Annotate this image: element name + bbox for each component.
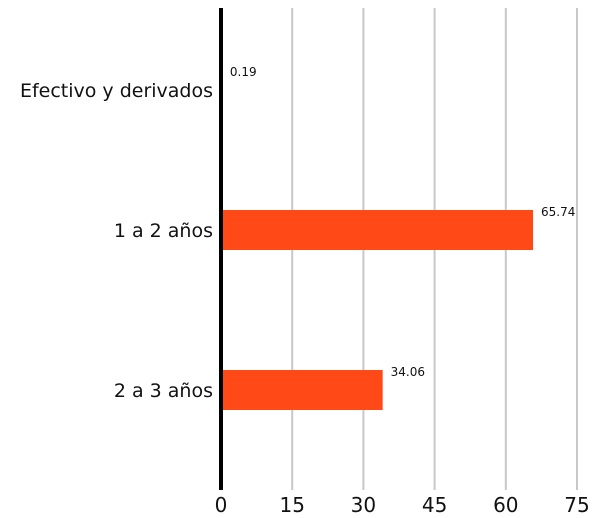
x-tick-label-30: 30 xyxy=(351,493,376,517)
x-tick-label-60: 60 xyxy=(493,493,518,517)
bar-2 xyxy=(221,370,383,410)
data-label-0: 0.19 xyxy=(230,65,257,79)
x-tick-label-45: 45 xyxy=(422,493,447,517)
bars xyxy=(221,70,534,410)
bar-1 xyxy=(221,210,534,250)
data-label-2: 34.06 xyxy=(391,365,425,379)
x-tick-label-0: 0 xyxy=(215,493,228,517)
x-tick-labels: 0 15 30 45 60 75 xyxy=(215,493,590,517)
category-label-0: Efectivo y derivados xyxy=(20,80,213,102)
category-labels: Efectivo y derivados 1 a 2 años 2 a 3 años xyxy=(20,80,213,402)
data-labels: 0.19 65.74 34.06 xyxy=(230,65,576,379)
category-label-2: 2 a 3 años xyxy=(114,380,213,402)
x-tick-label-15: 15 xyxy=(279,493,304,517)
data-label-1: 65.74 xyxy=(541,205,575,219)
category-label-1: 1 a 2 años xyxy=(114,220,213,242)
x-tick-label-75: 75 xyxy=(564,493,589,517)
